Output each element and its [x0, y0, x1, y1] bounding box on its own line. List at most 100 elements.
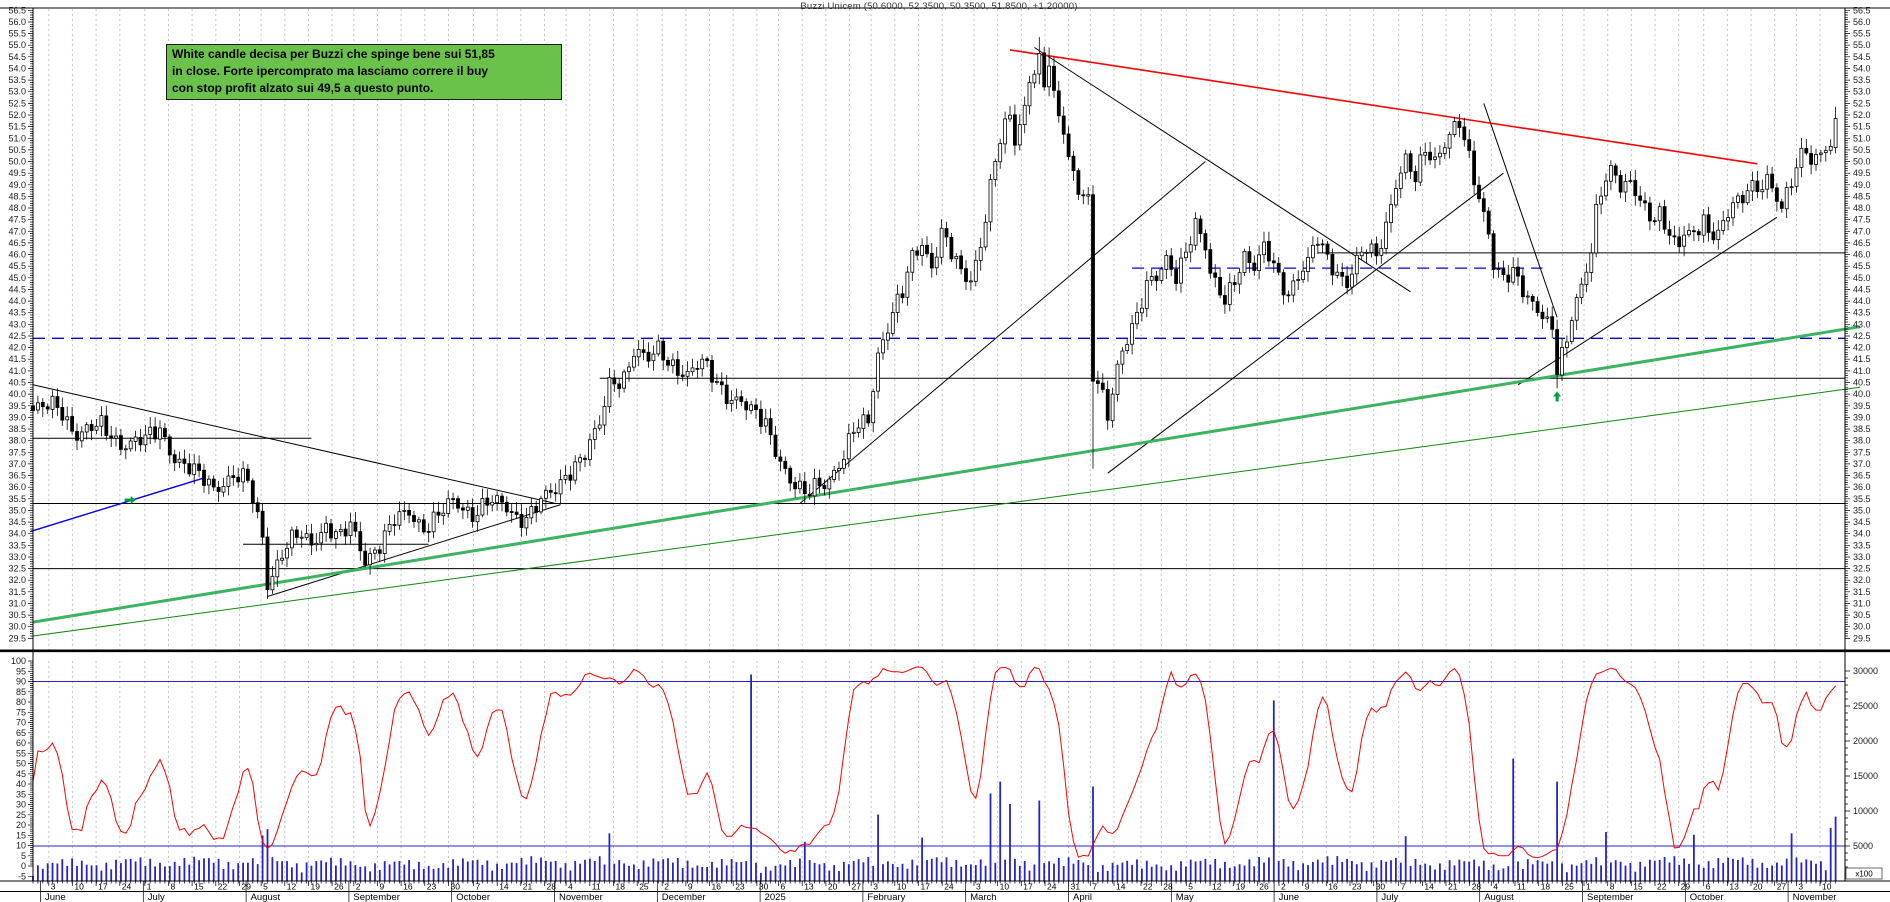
svg-text:34.5: 34.5 — [1853, 517, 1871, 527]
svg-text:10000: 10000 — [1853, 806, 1878, 816]
svg-text:29: 29 — [1681, 882, 1691, 892]
svg-text:55.5: 55.5 — [1853, 29, 1871, 39]
svg-text:46.5: 46.5 — [1853, 238, 1871, 248]
svg-text:43.5: 43.5 — [1853, 308, 1871, 318]
svg-text:November: November — [1793, 892, 1837, 902]
svg-text:40.0: 40.0 — [1853, 389, 1871, 399]
svg-text:50.5: 50.5 — [8, 145, 26, 155]
svg-text:54.0: 54.0 — [8, 64, 26, 74]
svg-text:42.5: 42.5 — [1853, 331, 1871, 341]
jul-aug-2025-drop-line — [1483, 103, 1558, 318]
svg-text:39.5: 39.5 — [8, 401, 26, 411]
svg-text:October: October — [1690, 892, 1724, 902]
svg-text:29.5: 29.5 — [8, 633, 26, 643]
svg-text:10: 10 — [1000, 882, 1010, 892]
svg-text:0: 0 — [21, 861, 26, 871]
svg-text:48.0: 48.0 — [8, 203, 26, 213]
svg-text:29: 29 — [242, 882, 252, 892]
horizontal-reference-lines — [33, 252, 1845, 570]
svg-text:31.5: 31.5 — [8, 587, 26, 597]
svg-text:9: 9 — [380, 882, 385, 892]
svg-text:25000: 25000 — [1853, 701, 1878, 711]
svg-text:54.5: 54.5 — [8, 52, 26, 62]
svg-text:19: 19 — [311, 882, 321, 892]
svg-text:30.5: 30.5 — [8, 610, 26, 620]
svg-text:13: 13 — [804, 882, 814, 892]
svg-text:38.5: 38.5 — [1853, 424, 1871, 434]
svg-text:25: 25 — [16, 810, 26, 820]
svg-text:10: 10 — [897, 882, 907, 892]
green-buy-arrow-marker — [1553, 391, 1562, 402]
svg-text:June: June — [45, 892, 66, 902]
svg-text:70: 70 — [16, 718, 26, 728]
svg-text:2: 2 — [1281, 882, 1286, 892]
svg-text:55.0: 55.0 — [1853, 40, 1871, 50]
svg-text:23: 23 — [427, 882, 437, 892]
svg-text:40.5: 40.5 — [1853, 378, 1871, 388]
svg-text:35.0: 35.0 — [8, 505, 26, 515]
weekly-gridlines — [48, 9, 1821, 880]
svg-text:February: February — [867, 892, 905, 902]
svg-text:5000: 5000 — [1853, 841, 1873, 851]
chart-markers — [124, 391, 1562, 504]
oscillator-line — [32, 666, 1836, 859]
svg-text:36.5: 36.5 — [1853, 471, 1871, 481]
svg-text:39.5: 39.5 — [1853, 401, 1871, 411]
svg-text:6: 6 — [781, 882, 786, 892]
svg-text:3: 3 — [976, 882, 981, 892]
svg-text:38.5: 38.5 — [8, 424, 26, 434]
svg-text:12: 12 — [287, 882, 297, 892]
svg-text:17: 17 — [921, 882, 931, 892]
svg-text:5: 5 — [21, 851, 26, 861]
svg-text:35.5: 35.5 — [8, 494, 26, 504]
svg-text:38.0: 38.0 — [8, 436, 26, 446]
svg-text:24: 24 — [944, 882, 954, 892]
svg-text:15: 15 — [16, 830, 26, 840]
svg-text:10: 10 — [1822, 882, 1832, 892]
svg-text:45: 45 — [16, 769, 26, 779]
green-minor-uptrend-line — [32, 386, 1861, 637]
annotation-box: White candle decisa per Buzzi che spinge… — [166, 44, 562, 100]
svg-text:44.5: 44.5 — [8, 285, 26, 295]
svg-text:44.5: 44.5 — [1853, 285, 1871, 295]
svg-text:45.5: 45.5 — [1853, 261, 1871, 271]
svg-text:25: 25 — [1564, 882, 1574, 892]
svg-text:23: 23 — [1352, 882, 1362, 892]
svg-text:9: 9 — [688, 882, 693, 892]
svg-text:21: 21 — [1448, 882, 1458, 892]
svg-text:35.5: 35.5 — [1853, 494, 1871, 504]
svg-text:45.5: 45.5 — [8, 261, 26, 271]
svg-text:22: 22 — [218, 882, 228, 892]
svg-text:25: 25 — [639, 882, 649, 892]
svg-text:22: 22 — [1143, 882, 1153, 892]
svg-text:3: 3 — [1798, 882, 1803, 892]
svg-text:16: 16 — [712, 882, 722, 892]
svg-text:50.0: 50.0 — [1853, 157, 1871, 167]
svg-text:45.0: 45.0 — [1853, 273, 1871, 283]
svg-text:52.5: 52.5 — [8, 98, 26, 108]
green-major-uptrend-line — [32, 325, 1861, 624]
svg-text:7: 7 — [476, 882, 481, 892]
annotation-line-3: con stop profit alzato sui 49,5 a questo… — [172, 81, 434, 95]
svg-text:54.5: 54.5 — [1853, 52, 1871, 62]
svg-text:16: 16 — [1328, 882, 1338, 892]
svg-text:20000: 20000 — [1853, 736, 1878, 746]
svg-text:30.0: 30.0 — [1853, 622, 1871, 632]
svg-text:46.0: 46.0 — [1853, 250, 1871, 260]
svg-text:18: 18 — [1541, 882, 1551, 892]
svg-text:44.0: 44.0 — [8, 296, 26, 306]
svg-text:39.0: 39.0 — [8, 412, 26, 422]
svg-text:14: 14 — [1424, 882, 1434, 892]
svg-text:1: 1 — [147, 882, 152, 892]
svg-text:43.5: 43.5 — [8, 308, 26, 318]
volume-axis: 30000 25000 20000 15000 10000 5000 — [1845, 666, 1878, 875]
svg-text:15: 15 — [194, 882, 204, 892]
svg-text:32.0: 32.0 — [8, 575, 26, 585]
svg-text:30: 30 — [1376, 882, 1386, 892]
green-right-arrow-marker — [124, 495, 136, 504]
svg-text:54.0: 54.0 — [1853, 64, 1871, 74]
svg-text:48.0: 48.0 — [1853, 203, 1871, 213]
svg-text:55: 55 — [16, 748, 26, 758]
